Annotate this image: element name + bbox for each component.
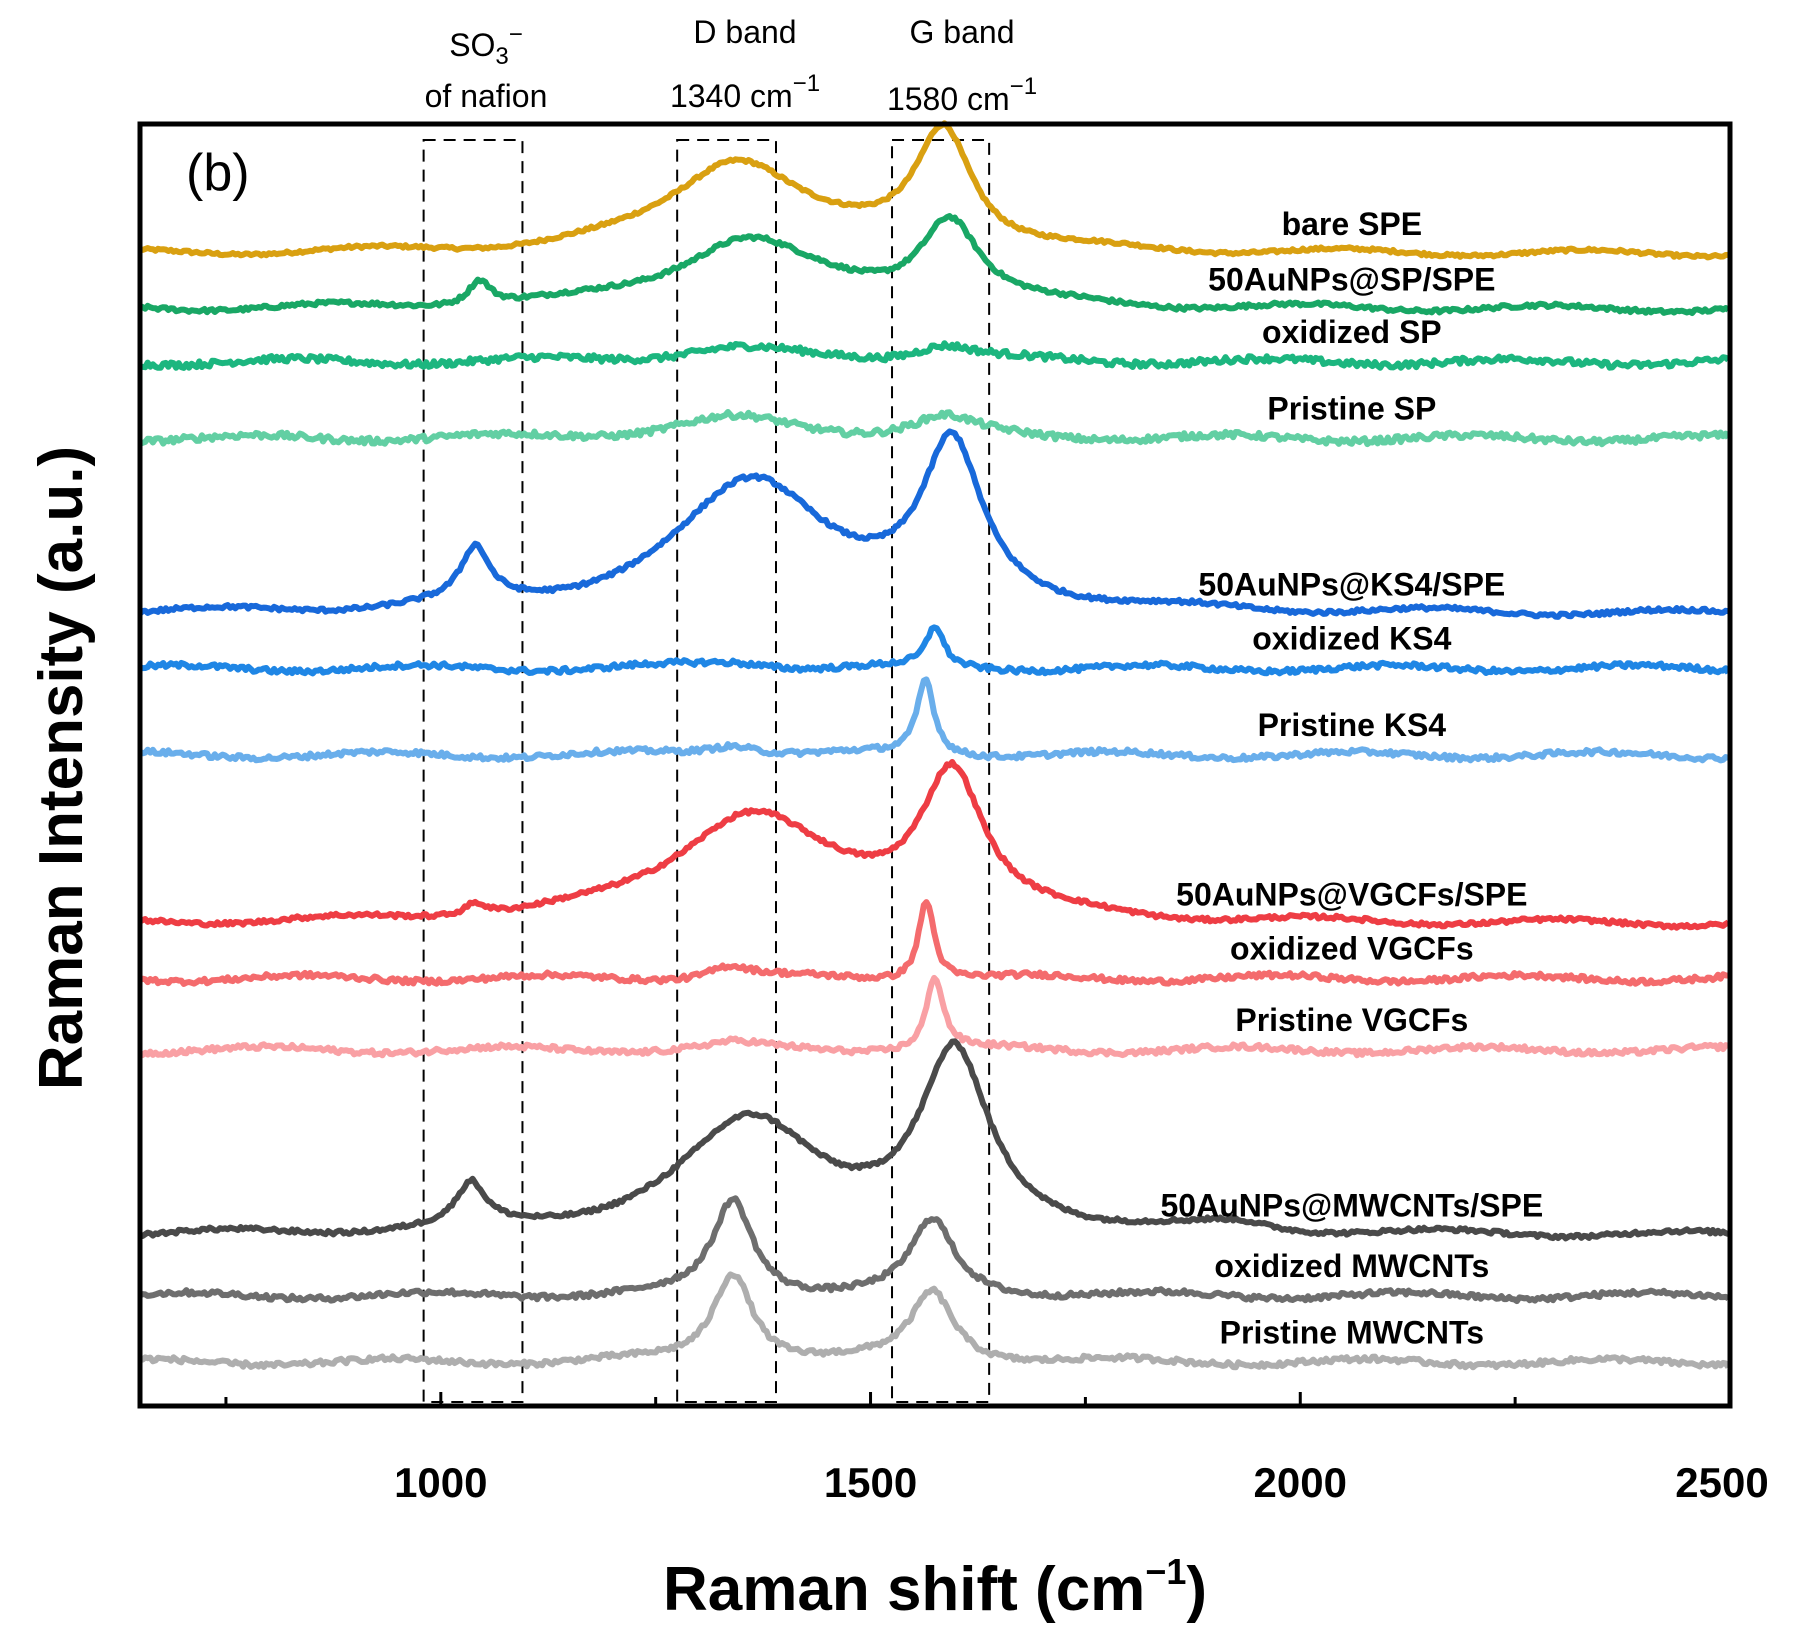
series-label-10: 50AuNPs@MWCNTs/SPE — [1161, 1188, 1544, 1224]
x-ticks: 1000 1500 2000 2500 — [224, 1392, 1769, 1506]
series-line-5 — [139, 624, 1731, 677]
series-line-9 — [138, 974, 1729, 1059]
x-axis-title-text: Raman shift (cm — [663, 1555, 1145, 1624]
g-band-annotation-text: 1580 cm — [887, 81, 1010, 117]
series-label-0: bare SPE — [1282, 206, 1423, 242]
d-band-annotation-line1: D band — [693, 14, 796, 50]
so3-annotation-sup: − — [509, 21, 523, 48]
series-line-2 — [139, 340, 1731, 371]
series-label-11: oxidized MWCNTs — [1214, 1248, 1489, 1284]
so3-region-box — [422, 139, 524, 1403]
series-label-9: Pristine VGCFs — [1235, 1002, 1468, 1038]
series-label-8: oxidized VGCFs — [1230, 930, 1474, 966]
series-label-12: Pristine MWCNTs — [1220, 1314, 1484, 1350]
panel-label: (b) — [186, 144, 250, 202]
g-band-region-box — [891, 139, 991, 1403]
series-line-4 — [137, 428, 1729, 620]
d-band-annotation-sup: −1 — [793, 70, 820, 97]
plot-frame — [137, 121, 1733, 1409]
series-line-11 — [138, 1195, 1730, 1305]
so3-annotation-sub: 3 — [495, 43, 508, 70]
series-label-1: 50AuNPs@SP/SPE — [1208, 261, 1495, 297]
series-line-8 — [138, 899, 1729, 987]
series-label-7: 50AuNPs@VGCFs/SPE — [1176, 876, 1527, 912]
d-band-annotation-text: 1340 cm — [670, 78, 793, 114]
series-label-6: Pristine KS4 — [1258, 707, 1447, 743]
series-line-12 — [139, 1271, 1731, 1371]
series-line-6 — [138, 676, 1730, 764]
series-line-10 — [139, 1038, 1730, 1242]
x-axis-title-end: ) — [1186, 1555, 1207, 1624]
series-label-2: oxidized SP — [1262, 314, 1442, 350]
series-group: bare SPE 50AuNPs@SP/SPE oxidized SP Pristin… — [137, 120, 1731, 1371]
x-tick-label: 1500 — [824, 1459, 917, 1506]
x-tick-label: 2000 — [1254, 1459, 1347, 1506]
g-band-annotation-line1: G band — [910, 14, 1015, 50]
so3-annotation-line2: of nafion — [425, 78, 548, 114]
series-line-1 — [138, 213, 1731, 316]
so3-annotation-line1: SO3− — [449, 21, 523, 70]
so3-annotation-text: SO — [449, 27, 495, 63]
series-label-3: Pristine SP — [1267, 391, 1436, 427]
series-label-5: oxidized KS4 — [1252, 620, 1451, 656]
x-axis-title-sup: −1 — [1145, 1551, 1186, 1592]
d-band-region-box — [676, 139, 778, 1403]
series-line-0 — [138, 120, 1729, 261]
x-axis-title: Raman shift (cm−1) — [663, 1551, 1207, 1624]
y-axis-title: Raman Intensity (a.u.) — [27, 446, 96, 1090]
g-band-annotation-line2: 1580 cm−1 — [887, 73, 1037, 117]
series-line-3 — [138, 409, 1731, 448]
series-line-7 — [138, 759, 1730, 931]
d-band-annotation-line2: 1340 cm−1 — [670, 70, 820, 114]
g-band-annotation-sup: −1 — [1010, 73, 1037, 100]
x-tick-label: 1000 — [394, 1459, 487, 1506]
series-label-4: 50AuNPs@KS4/SPE — [1198, 566, 1505, 602]
x-tick-label: 2500 — [1675, 1459, 1768, 1506]
